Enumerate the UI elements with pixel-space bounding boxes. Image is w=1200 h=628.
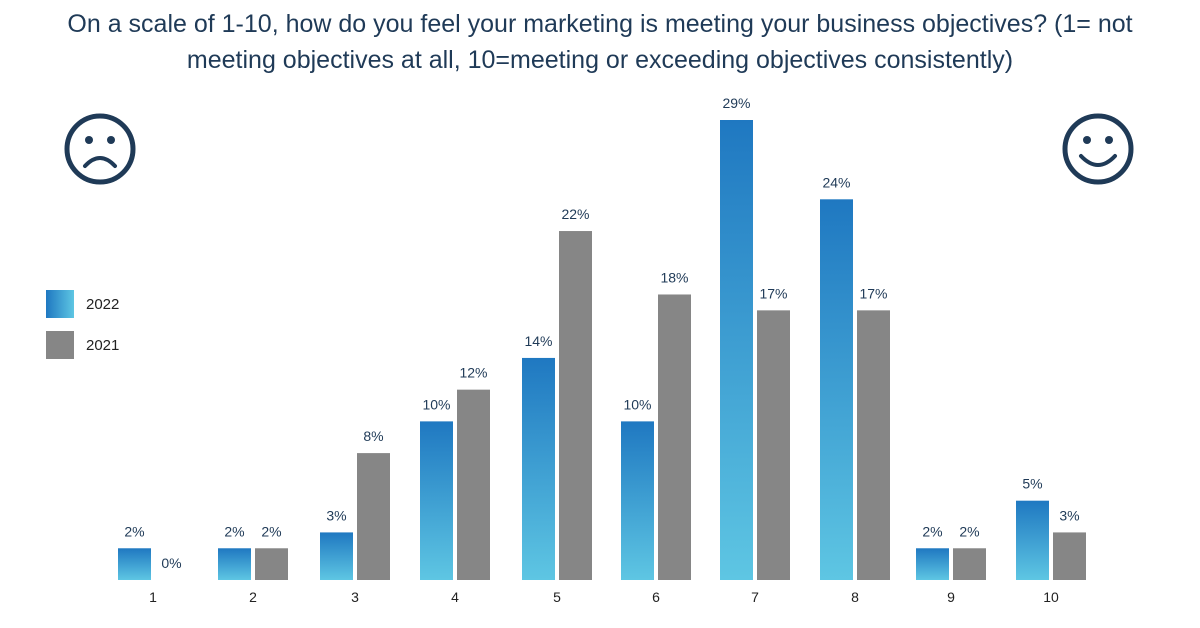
data-label-2022-8: 24% [822,174,850,190]
x-tick-label-2: 2 [249,589,257,605]
data-label-2022-3: 3% [326,507,346,523]
data-label-2022-1: 2% [124,523,144,539]
data-label-2021-5: 22% [561,206,589,222]
x-tick-label-3: 3 [351,589,359,605]
data-label-2021-3: 8% [363,428,383,444]
legend-label-2022: 2022 [86,295,120,313]
bar-2022-4 [420,421,453,580]
bar-2022-9 [916,548,949,580]
data-label-2021-2: 2% [261,523,281,539]
bar-2022-5 [522,357,555,580]
data-label-2021-1: 0% [161,555,181,571]
happy-face-icon [1062,113,1134,185]
x-tick-label-8: 8 [851,589,859,605]
bar-2021-9 [953,548,986,580]
data-label-2022-2: 2% [224,523,244,539]
bar-2022-6 [621,421,654,580]
bar-2021-5 [559,231,592,580]
data-label-2022-5: 14% [524,333,552,349]
data-label-2021-9: 2% [959,523,979,539]
data-label-2022-7: 29% [722,95,750,111]
legend-swatch-2022 [46,290,74,318]
bar-2021-7 [757,310,790,580]
x-tick-label-1: 1 [149,589,157,605]
legend: 2022 2021 [46,290,119,372]
legend-item-2021: 2021 [46,331,119,359]
data-label-2021-7: 17% [759,285,787,301]
legend-item-2022: 2022 [46,290,119,318]
bar-2021-6 [658,294,691,580]
x-tick-label-5: 5 [553,589,561,605]
x-tick-label-7: 7 [751,589,759,605]
x-tick-label-10: 10 [1043,589,1059,605]
bar-2022-1 [118,548,151,580]
data-label-2021-10: 3% [1059,507,1079,523]
legend-swatch-2021 [46,331,74,359]
data-label-2022-4: 10% [422,396,450,412]
data-label-2021-8: 17% [859,285,887,301]
bar-2022-8 [820,199,853,580]
data-label-2022-9: 2% [922,523,942,539]
bar-2022-3 [320,532,353,580]
bar-2021-4 [457,389,490,580]
data-label-2021-4: 12% [459,365,487,381]
x-tick-label-4: 4 [451,589,459,605]
bar-2021-10 [1053,532,1086,580]
bar-2022-7 [720,120,753,580]
bar-2022-2 [218,548,251,580]
sad-face-icon [64,113,136,185]
data-label-2022-6: 10% [623,396,651,412]
bar-2022-10 [1016,500,1049,580]
data-label-2021-6: 18% [660,269,688,285]
x-tick-label-6: 6 [652,589,660,605]
bar-2021-3 [357,453,390,580]
chart-title: On a scale of 1-10, how do you feel your… [67,10,1133,74]
bar-2021-8 [857,310,890,580]
x-tick-label-9: 9 [947,589,955,605]
bar-2021-2 [255,548,288,580]
data-label-2022-10: 5% [1022,476,1042,492]
legend-label-2021: 2021 [86,336,120,354]
